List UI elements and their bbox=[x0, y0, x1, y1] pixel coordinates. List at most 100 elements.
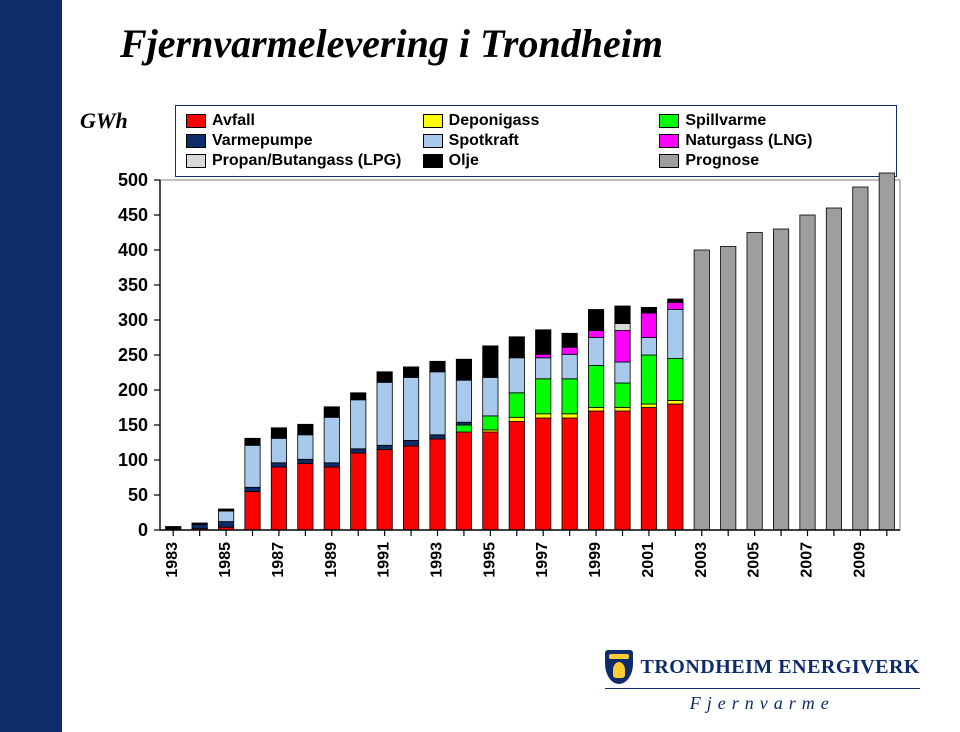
bar-segment bbox=[456, 425, 471, 432]
svg-text:1997: 1997 bbox=[534, 542, 551, 578]
bar-segment bbox=[536, 379, 551, 414]
bar-segment bbox=[245, 487, 260, 491]
bar-segment bbox=[879, 173, 894, 530]
bar-segment bbox=[218, 511, 233, 521]
svg-text:350: 350 bbox=[118, 275, 148, 295]
bar-segment bbox=[641, 307, 656, 313]
bar-segment bbox=[324, 467, 339, 530]
svg-text:2001: 2001 bbox=[640, 542, 657, 578]
bar-segment bbox=[324, 407, 339, 418]
bar-segment bbox=[562, 333, 577, 347]
logo: TRONDHEIM ENERGIVERK Fjernvarme bbox=[605, 650, 920, 714]
slide: Fjernvarmelevering i Trondheim GWh Avfal… bbox=[0, 0, 960, 732]
svg-text:1983: 1983 bbox=[164, 542, 181, 578]
bar-segment bbox=[641, 313, 656, 338]
bar-segment bbox=[747, 233, 762, 531]
svg-text:100: 100 bbox=[118, 450, 148, 470]
bar-segment bbox=[588, 310, 603, 331]
bar-segment bbox=[536, 418, 551, 530]
bar-segment bbox=[615, 331, 630, 363]
bar-segment bbox=[615, 411, 630, 530]
bar-segment bbox=[377, 450, 392, 531]
bar-segment bbox=[536, 414, 551, 418]
svg-text:300: 300 bbox=[118, 310, 148, 330]
bar-segment bbox=[456, 380, 471, 422]
bar-segment bbox=[351, 453, 366, 530]
bar-segment bbox=[298, 459, 313, 463]
bar-segment bbox=[615, 306, 630, 324]
bar-segment bbox=[668, 303, 683, 310]
bar-segment bbox=[430, 439, 445, 530]
chart-svg: 0501001502002503003504004505001983198519… bbox=[80, 100, 920, 580]
bar-segment bbox=[668, 404, 683, 530]
bar-segment bbox=[668, 310, 683, 359]
bar-segment bbox=[245, 492, 260, 531]
bar-segment bbox=[509, 337, 524, 358]
bar-segment bbox=[377, 445, 392, 449]
svg-text:1985: 1985 bbox=[217, 542, 234, 578]
bar-segment bbox=[483, 416, 498, 430]
bar-segment bbox=[615, 362, 630, 383]
bar-segment bbox=[192, 523, 207, 524]
bar-segment bbox=[588, 338, 603, 366]
svg-text:2007: 2007 bbox=[799, 542, 816, 578]
svg-text:1999: 1999 bbox=[587, 542, 604, 578]
svg-text:1993: 1993 bbox=[429, 542, 446, 578]
logo-subtitle: Fjernvarme bbox=[605, 693, 920, 714]
bar-segment bbox=[271, 428, 286, 439]
bar-segment bbox=[668, 359, 683, 401]
svg-text:400: 400 bbox=[118, 240, 148, 260]
bar-segment bbox=[668, 401, 683, 405]
svg-text:2009: 2009 bbox=[851, 542, 868, 578]
bar-segment bbox=[218, 522, 233, 528]
bar-segment bbox=[562, 354, 577, 379]
bar-segment bbox=[324, 417, 339, 463]
bar-segment bbox=[351, 393, 366, 400]
svg-text:450: 450 bbox=[118, 205, 148, 225]
bar-segment bbox=[536, 354, 551, 358]
bar-segment bbox=[218, 509, 233, 511]
bar-segment bbox=[271, 463, 286, 467]
logo-crest-icon bbox=[605, 650, 633, 684]
bar-segment bbox=[298, 424, 313, 435]
svg-text:500: 500 bbox=[118, 170, 148, 190]
bar-segment bbox=[351, 449, 366, 453]
bar-segment bbox=[562, 414, 577, 418]
bar-segment bbox=[483, 432, 498, 530]
bar-segment bbox=[641, 404, 656, 408]
bar-segment bbox=[430, 435, 445, 439]
bar-segment bbox=[536, 358, 551, 379]
bar-segment bbox=[826, 208, 841, 530]
bar-segment bbox=[298, 435, 313, 460]
bar-segment bbox=[245, 445, 260, 487]
bar-segment bbox=[377, 372, 392, 383]
bar-segment bbox=[456, 359, 471, 380]
svg-text:250: 250 bbox=[118, 345, 148, 365]
bar-segment bbox=[483, 346, 498, 378]
bar-segment bbox=[641, 355, 656, 404]
bar-segment bbox=[562, 379, 577, 414]
bar-segment bbox=[509, 358, 524, 393]
svg-text:150: 150 bbox=[118, 415, 148, 435]
bar-segment bbox=[192, 524, 207, 528]
bar-segment bbox=[641, 408, 656, 531]
svg-text:200: 200 bbox=[118, 380, 148, 400]
bar-segment bbox=[800, 215, 815, 530]
svg-text:2003: 2003 bbox=[693, 542, 710, 578]
bar-segment bbox=[562, 347, 577, 354]
bar-segment bbox=[298, 464, 313, 531]
svg-text:0: 0 bbox=[138, 520, 148, 540]
bar-segment bbox=[271, 438, 286, 463]
sidebar bbox=[0, 0, 62, 732]
bar-segment bbox=[483, 377, 498, 416]
logo-brand: TRONDHEIM ENERGIVERK bbox=[641, 656, 920, 679]
bar-segment bbox=[245, 438, 260, 445]
bar-segment bbox=[509, 393, 524, 418]
svg-text:2005: 2005 bbox=[746, 542, 763, 578]
bar-segment bbox=[271, 467, 286, 530]
bar-segment bbox=[588, 408, 603, 412]
bar-segment bbox=[377, 382, 392, 445]
bar-segment bbox=[694, 250, 709, 530]
bar-segment bbox=[509, 417, 524, 421]
bar-segment bbox=[351, 400, 366, 449]
